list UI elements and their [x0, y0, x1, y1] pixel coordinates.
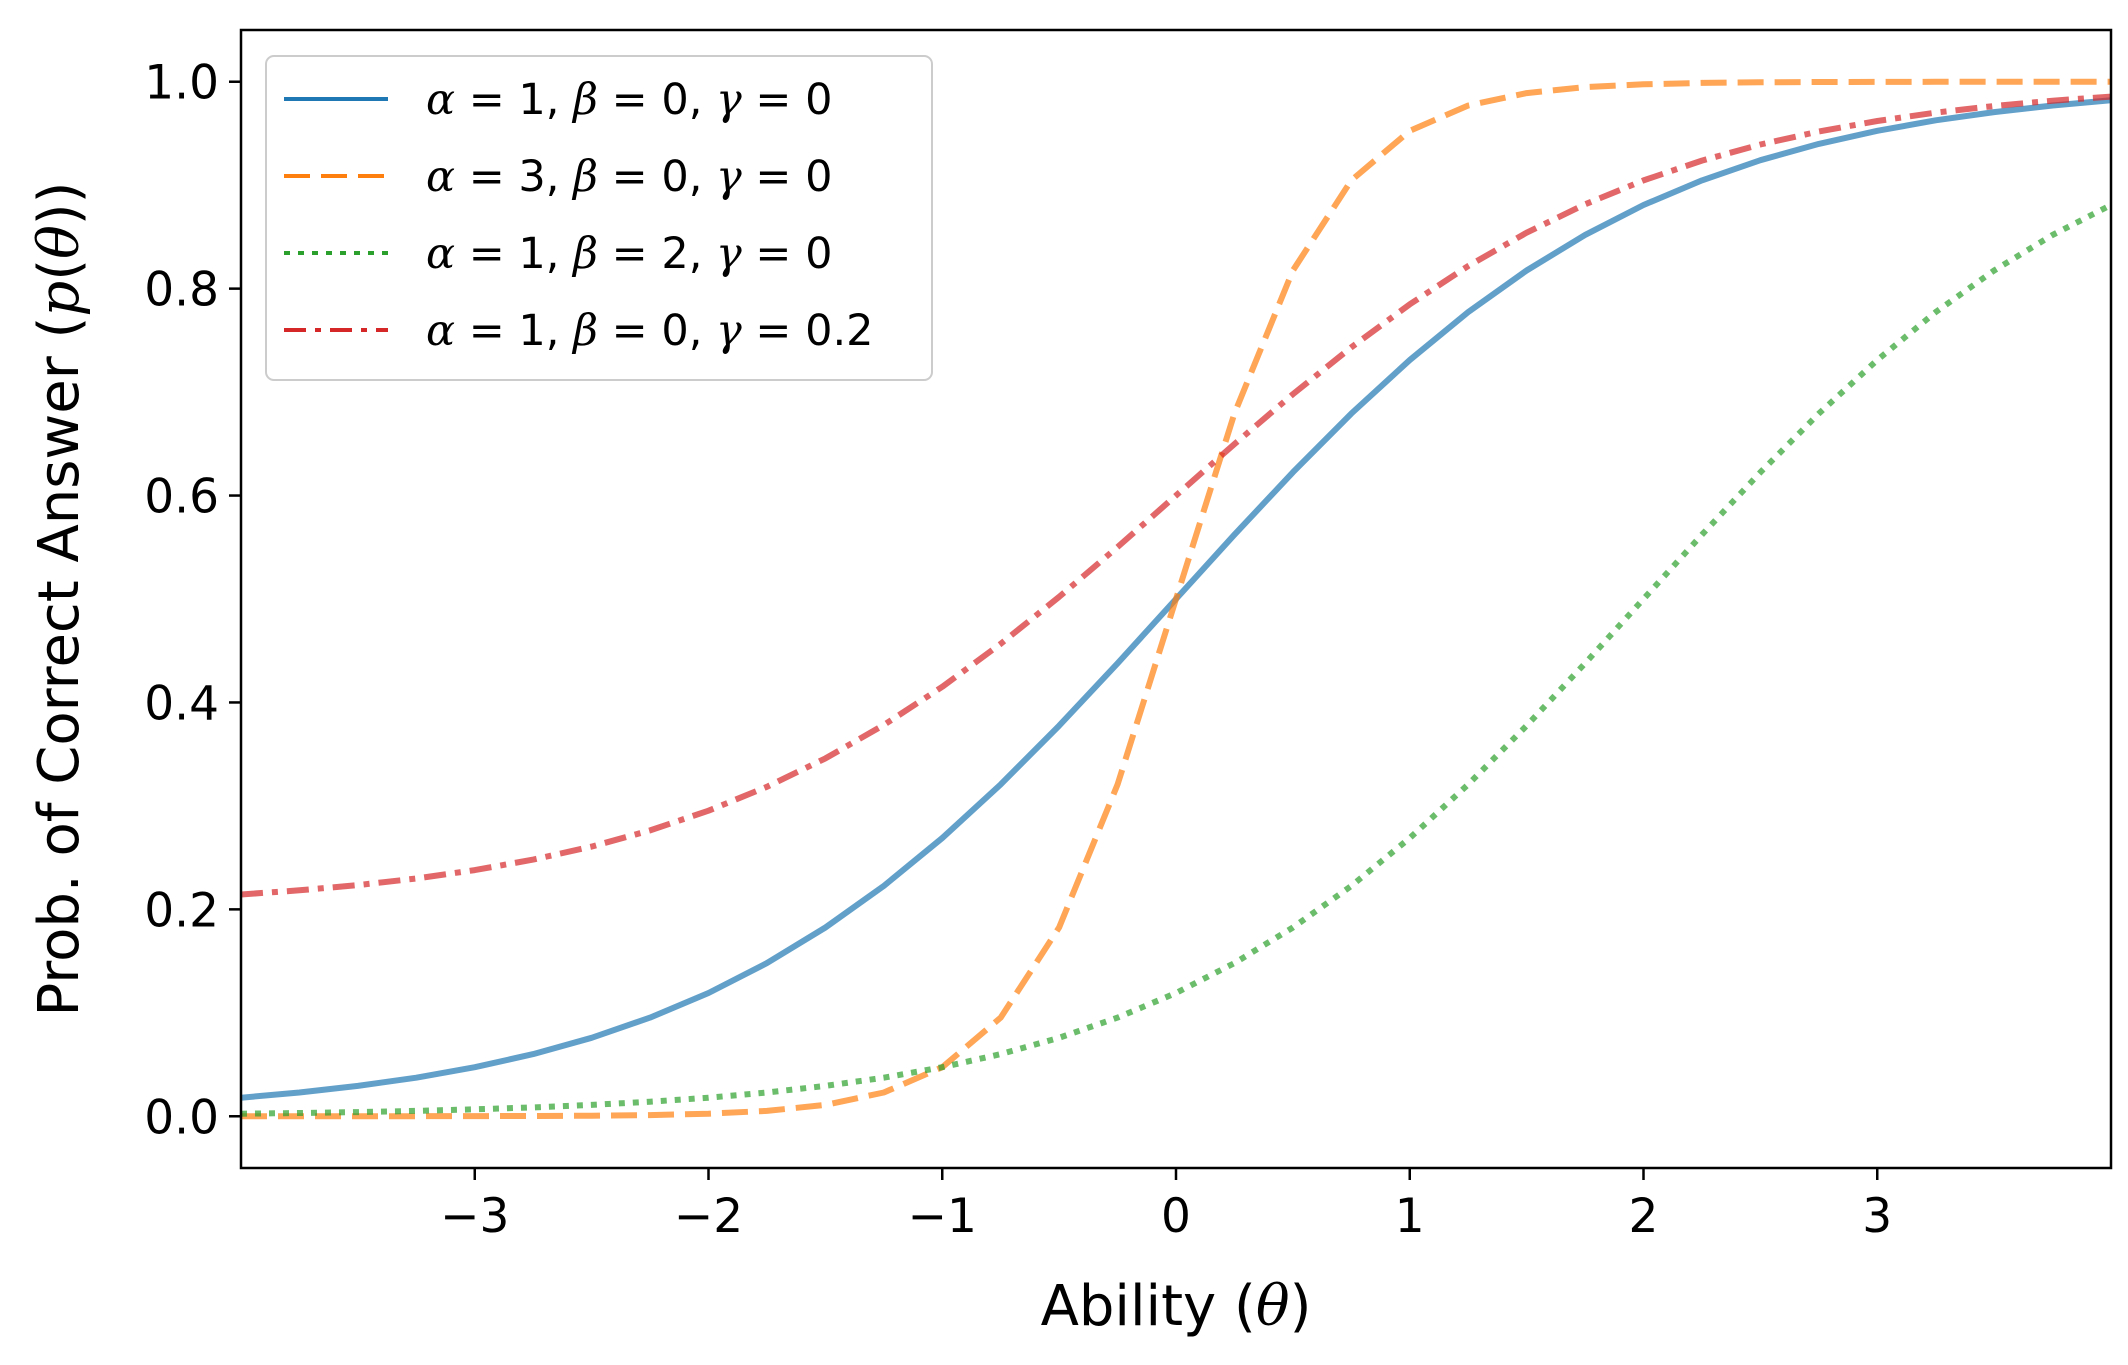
legend-entries: α = 1, β = 0, γ = 0 α = 3, β = 0, γ = 0 α … — [284, 75, 874, 356]
x-axis-label-close: ) — [1290, 1274, 1312, 1339]
x-tick-label: 2 — [1629, 1189, 1659, 1244]
x-axis-label-text: Ability ( — [1041, 1274, 1256, 1339]
series-line-4 — [241, 93, 2111, 898]
legend: α = 1, β = 0, γ = 0 α = 3, β = 0, γ = 0 α … — [265, 55, 933, 381]
x-tick-label: 1 — [1395, 1189, 1425, 1244]
y-axis-label: Prob. of Correct Answer (p(θ)) — [27, 181, 92, 1016]
y-tick-label: 0.2 — [144, 883, 219, 938]
y-axis-label-close: )) — [27, 181, 92, 225]
y-tick-label: 1.0 — [144, 56, 219, 111]
y-tick-label: 0.8 — [144, 263, 219, 318]
x-axis-ticks: −3 −2 −1 0 1 2 3 — [440, 1168, 1892, 1244]
legend-label-2: α = 3, β = 0, γ = 0 — [426, 152, 832, 202]
y-axis-label-text: Prob. of Correct Answer ( — [27, 317, 92, 1017]
y-axis-label-theta: θ — [27, 225, 92, 259]
x-tick-label: 3 — [1862, 1189, 1892, 1244]
y-tick-label: 0.0 — [144, 1090, 219, 1145]
legend-label-4: α = 1, β = 0, γ = 0.2 — [426, 306, 874, 356]
x-axis-label-theta: θ — [1256, 1274, 1290, 1339]
y-tick-label: 0.4 — [144, 676, 219, 731]
x-axis-label: Ability (θ) — [1041, 1274, 1312, 1339]
legend-label-3: α = 1, β = 2, γ = 0 — [426, 229, 832, 279]
series-line-2 — [241, 78, 2111, 1120]
plot-area — [239, 28, 2113, 1170]
x-tick-label: −2 — [674, 1189, 743, 1244]
legend-box — [265, 55, 933, 381]
x-tick-label: −1 — [908, 1189, 977, 1244]
x-tick-label: 0 — [1161, 1189, 1191, 1244]
y-axis-label-open: ( — [27, 259, 92, 281]
y-axis-ticks: 0.0 0.2 0.4 0.6 0.8 1.0 — [144, 56, 241, 1145]
y-axis-label-p: p — [27, 281, 92, 317]
legend-label-1: α = 1, β = 0, γ = 0 — [426, 75, 832, 125]
series-line-3 — [241, 202, 2111, 1117]
y-tick-label: 0.6 — [144, 470, 219, 525]
x-tick-label: −3 — [440, 1189, 509, 1244]
series-layer — [241, 78, 2111, 1120]
